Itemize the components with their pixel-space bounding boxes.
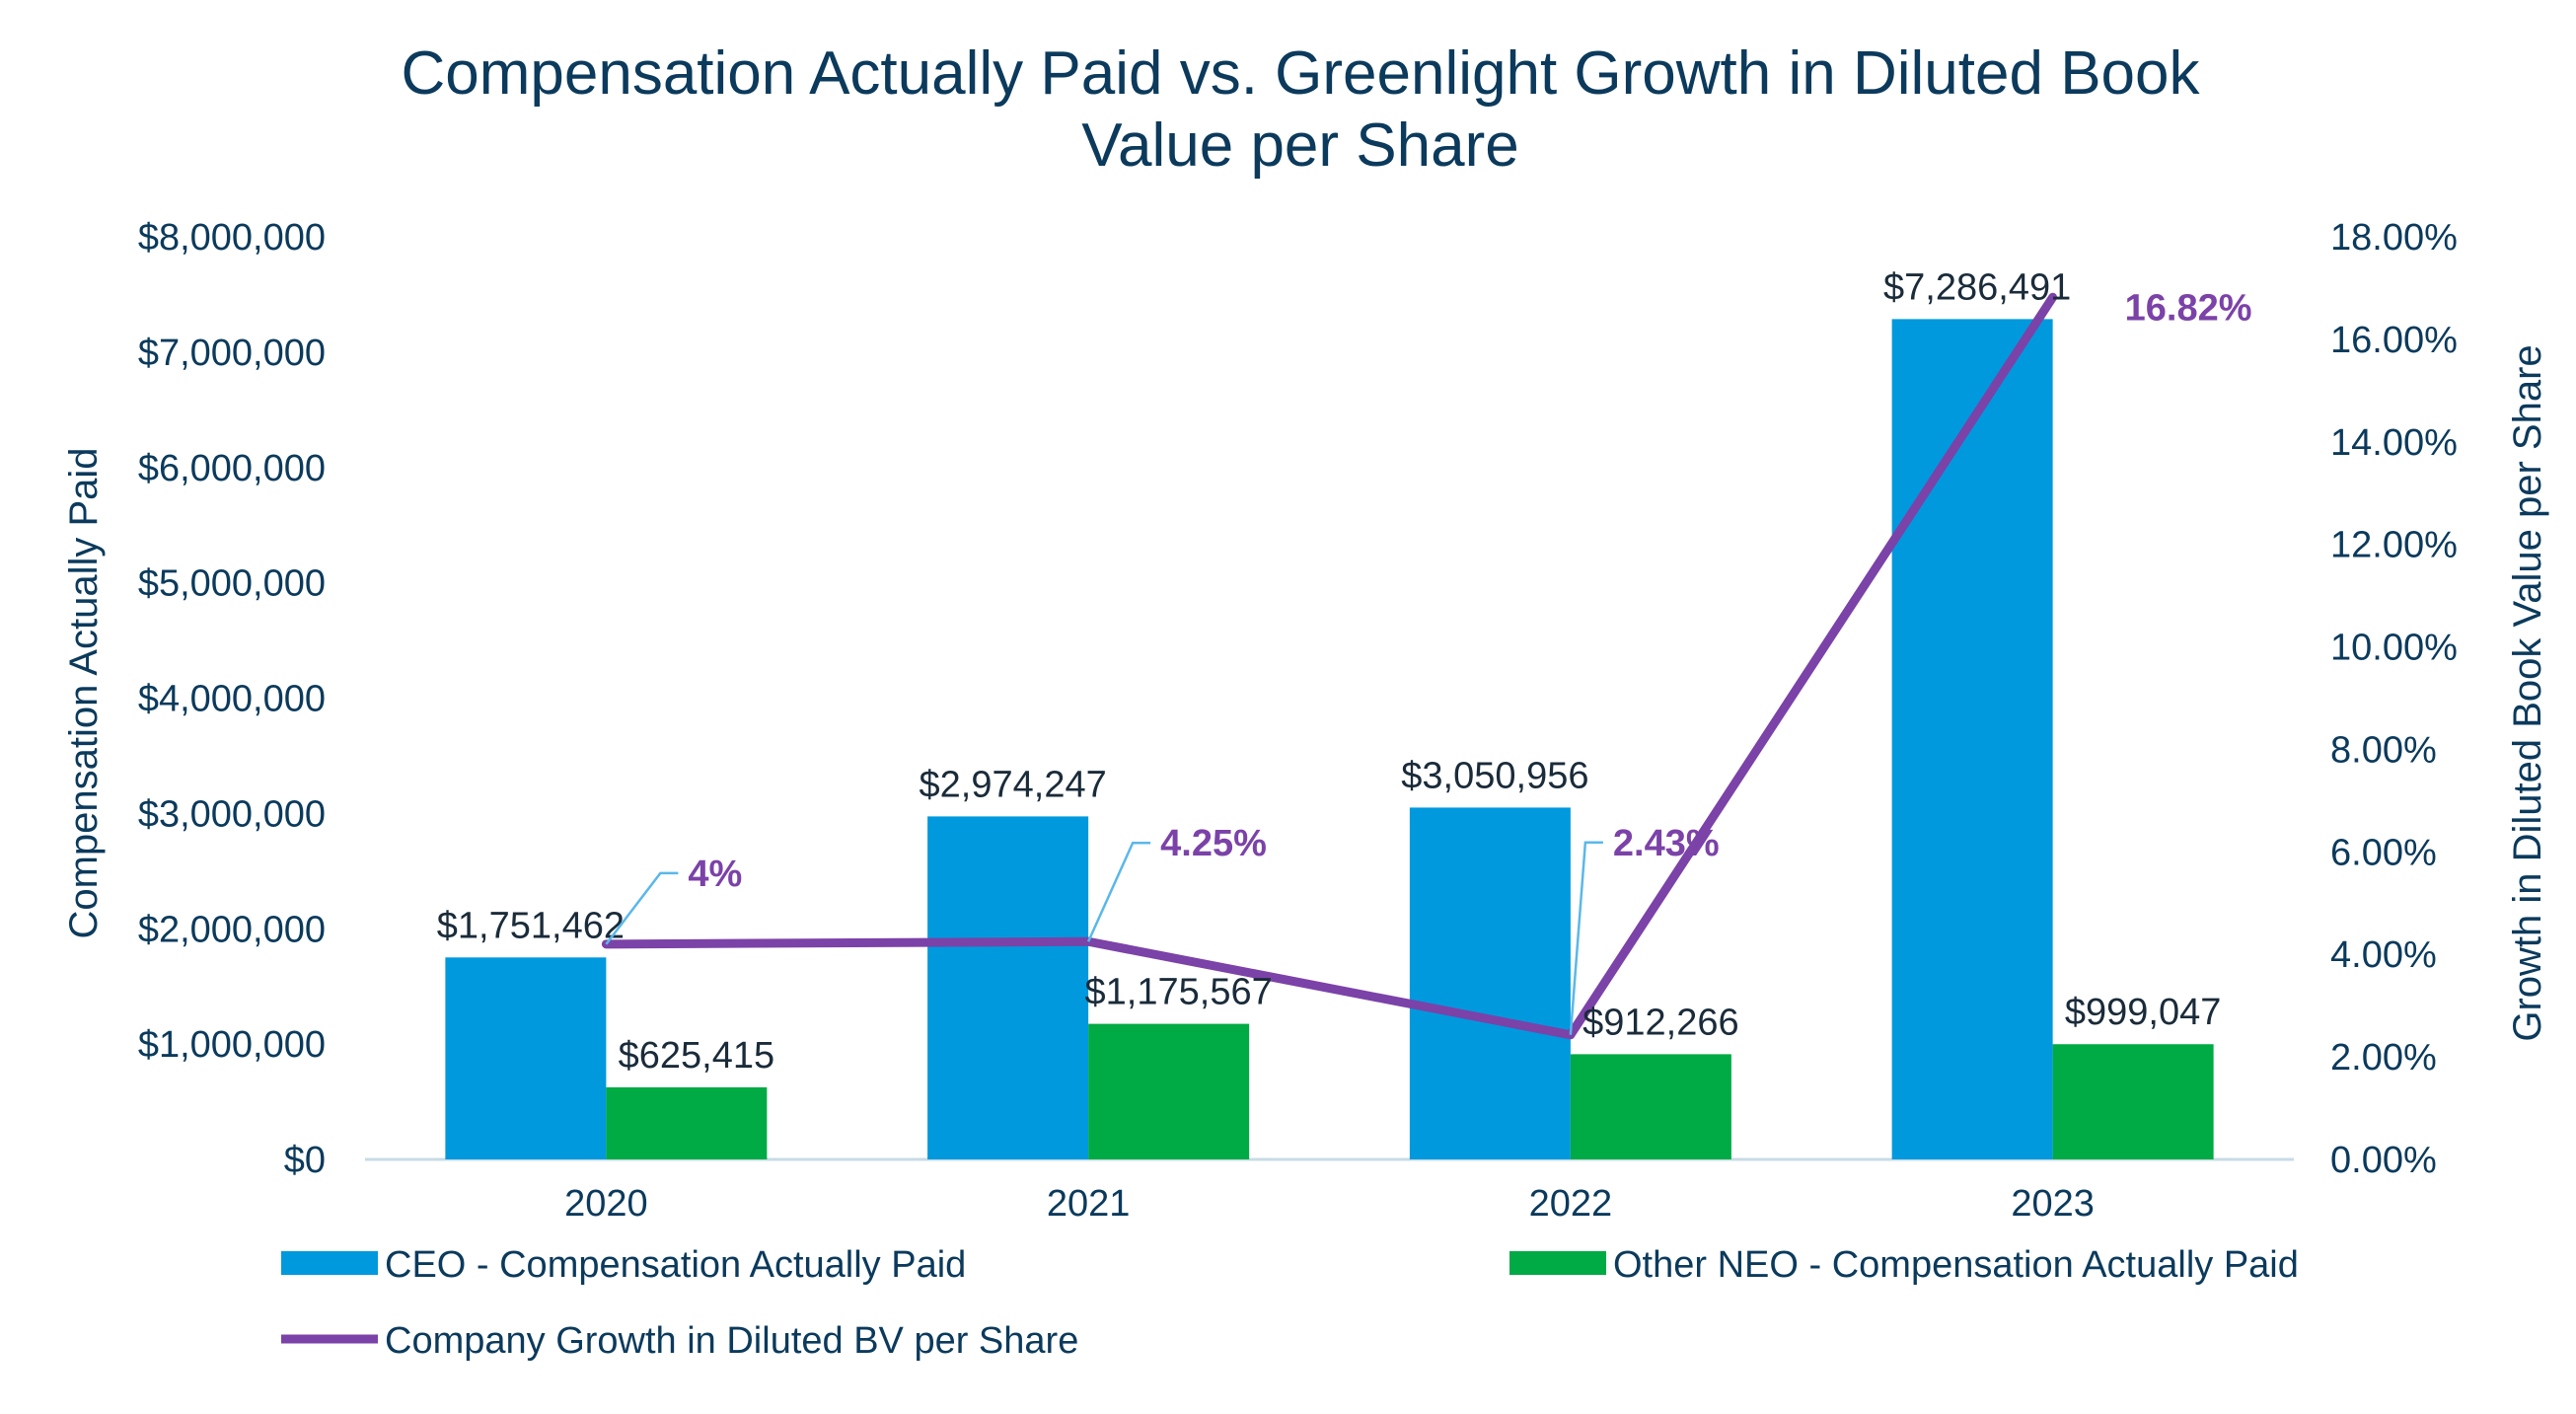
legend-label-1: CEO - Compensation Actually Paid: [385, 1244, 966, 1286]
y-axis-title: Compensation Actually Paid: [62, 447, 106, 938]
growth-data-label: 2.43%: [1613, 823, 1720, 864]
y2-tick-label: 12.00%: [2330, 525, 2458, 566]
ceo-bar-2022: [1409, 807, 1571, 1159]
ceo-data-label: $3,050,956: [1401, 755, 1588, 796]
growth-label-leader: [605, 871, 679, 945]
legend-label-3: Company Growth in Diluted BV per Share: [385, 1320, 1078, 1362]
growth-data-label: 4.25%: [1160, 823, 1267, 864]
bars: [445, 319, 2214, 1159]
y-tick-label: $6,000,000: [138, 448, 326, 489]
x-tick-label: 2020: [564, 1183, 648, 1225]
chart-title-line-1: Compensation Actually Paid vs. Greenligh…: [401, 39, 2200, 108]
ceo-data-label: $2,974,247: [920, 764, 1107, 805]
neo-bar-2022: [1570, 1054, 1731, 1159]
neo-data-label: $912,266: [1582, 1002, 1739, 1043]
ceo-bar-2021: [927, 816, 1089, 1159]
legend: CEO - Compensation Actually Paid Other NE…: [281, 1244, 2299, 1362]
growth-label-leader: [1569, 841, 1603, 1035]
neo-bar-2021: [1088, 1023, 1250, 1159]
y-tick-label: $0: [284, 1140, 326, 1181]
x-tick-label: 2021: [1047, 1183, 1131, 1225]
y2-tick-label: 2.00%: [2330, 1037, 2437, 1079]
y-tick-label: $7,000,000: [138, 333, 326, 374]
y2-tick-label: 0.00%: [2330, 1140, 2437, 1181]
ceo-data-label: $7,286,491: [1883, 266, 2071, 308]
y-tick-label: $5,000,000: [138, 563, 326, 605]
y2-tick-label: 18.00%: [2330, 217, 2458, 259]
x-tick-label: 2023: [2011, 1183, 2095, 1225]
neo-data-label: $1,175,567: [1085, 972, 1273, 1013]
growth-data-label: 16.82%: [2125, 287, 2252, 329]
growth-line: [601, 292, 2058, 1040]
chart-title-line-2: Value per Share: [1081, 112, 1518, 180]
legend-swatch-1: [281, 1251, 378, 1275]
y-tick-label: $1,000,000: [138, 1024, 326, 1066]
growth-data-label: 4%: [688, 854, 742, 895]
y-tick-label: $4,000,000: [138, 679, 326, 720]
neo-bar-2020: [606, 1086, 768, 1159]
ceo-data-label: $1,751,462: [437, 905, 625, 946]
growth-label-leader: [1086, 841, 1151, 942]
legend-label-2: Other NEO - Compensation Actually Paid: [1613, 1244, 2299, 1286]
growth-line-path: [601, 292, 2058, 1040]
y2-tick-label: 8.00%: [2330, 729, 2437, 771]
y-tick-label: $2,000,000: [138, 909, 326, 950]
x-tick-label: 2022: [1529, 1183, 1613, 1225]
chart-title: Compensation Actually Paid vs. Greenligh…: [401, 39, 2200, 180]
y-tick-label: $3,000,000: [138, 793, 326, 835]
y2-tick-label: 16.00%: [2330, 320, 2458, 361]
y2-tick-label: 6.00%: [2330, 832, 2437, 873]
data-labels: $1,751,462 $2,974,247 $3,050,956 $7,286,491…: [437, 266, 2252, 1077]
neo-data-label: $999,047: [2065, 992, 2222, 1033]
y2-tick-label: 10.00%: [2330, 628, 2458, 669]
y-tick-label: $8,000,000: [138, 217, 326, 259]
y2-tick-label: 4.00%: [2330, 934, 2437, 976]
ceo-bar-2023: [1891, 319, 2053, 1159]
y2-axis-title: Growth in Diluted Book Value per Share: [2506, 344, 2549, 1041]
neo-bar-2023: [2052, 1044, 2214, 1159]
axes: $0 $1,000,000 $2,000,000 $3,000,000 $4,000,0…: [62, 217, 2549, 1225]
legend-swatch-2: [1509, 1251, 1606, 1275]
y2-tick-label: 14.00%: [2330, 422, 2458, 464]
neo-data-label: $625,415: [619, 1035, 775, 1077]
ceo-bar-2020: [445, 957, 607, 1159]
